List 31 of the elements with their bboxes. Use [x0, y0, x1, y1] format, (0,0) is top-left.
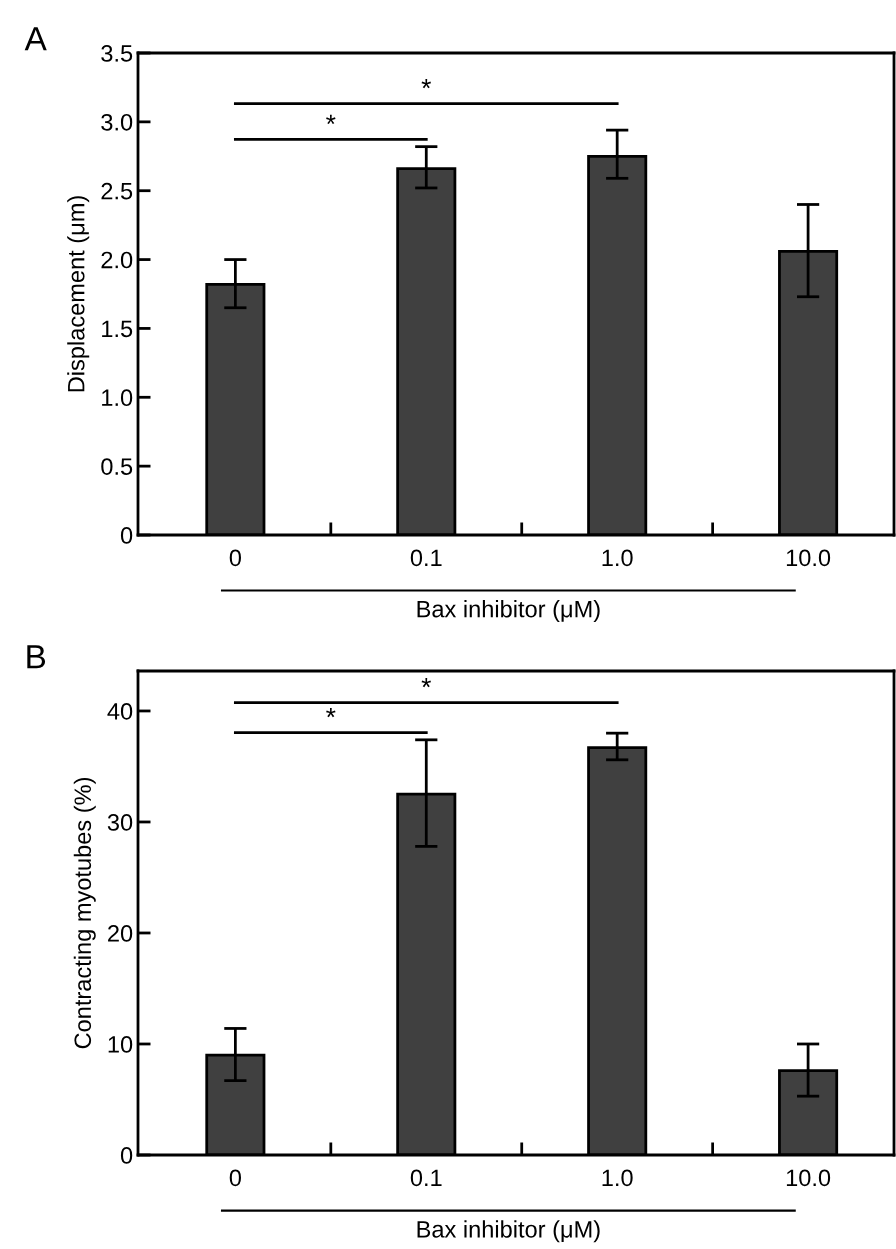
y-tick-label: 3.5: [101, 45, 133, 62]
x-tick-label: 10.0: [786, 1169, 831, 1187]
x-tick-label: 1.0: [602, 549, 633, 567]
y-tick-label: 2.0: [101, 251, 133, 269]
x-tick-label: 0.1: [410, 549, 442, 567]
annotation: *: [421, 79, 431, 89]
y-axis-title: Displacement (μm): [67, 196, 90, 392]
annotation: *: [326, 114, 336, 125]
y-tick-label: 0: [120, 527, 133, 544]
x-tick-label: 0: [229, 1169, 242, 1187]
y-tick-label: 2.5: [101, 182, 133, 200]
x-axis-title: Bax inhibitor (μM): [417, 600, 600, 623]
y-axis-title: Contracting myotubes (%): [73, 777, 96, 1049]
y-tick-label: 0: [120, 1147, 133, 1164]
annotation: *: [326, 707, 336, 718]
y-tick-label: 1.0: [102, 389, 133, 407]
y-tick-label: 1.5: [102, 320, 133, 338]
chart-title: B: [27, 645, 46, 669]
y-tick-label: 20: [108, 925, 133, 942]
x-tick-label: 0: [229, 549, 242, 567]
y-tick-label: 3.0: [101, 113, 133, 131]
x-tick-label: 1.0: [602, 1169, 633, 1187]
chart-title: A: [24, 27, 47, 51]
annotation: *: [421, 677, 431, 688]
x-tick-label: 0.1: [410, 1169, 442, 1187]
y-tick-label: 30: [107, 814, 133, 831]
x-axis-title: Bax inhibitor (μM): [417, 1220, 600, 1243]
y-tick-label: 10: [108, 1036, 133, 1053]
y-tick-label: 0.5: [101, 458, 133, 475]
x-tick-label: 10.0: [786, 549, 831, 567]
y-tick-label: 40: [107, 703, 133, 720]
